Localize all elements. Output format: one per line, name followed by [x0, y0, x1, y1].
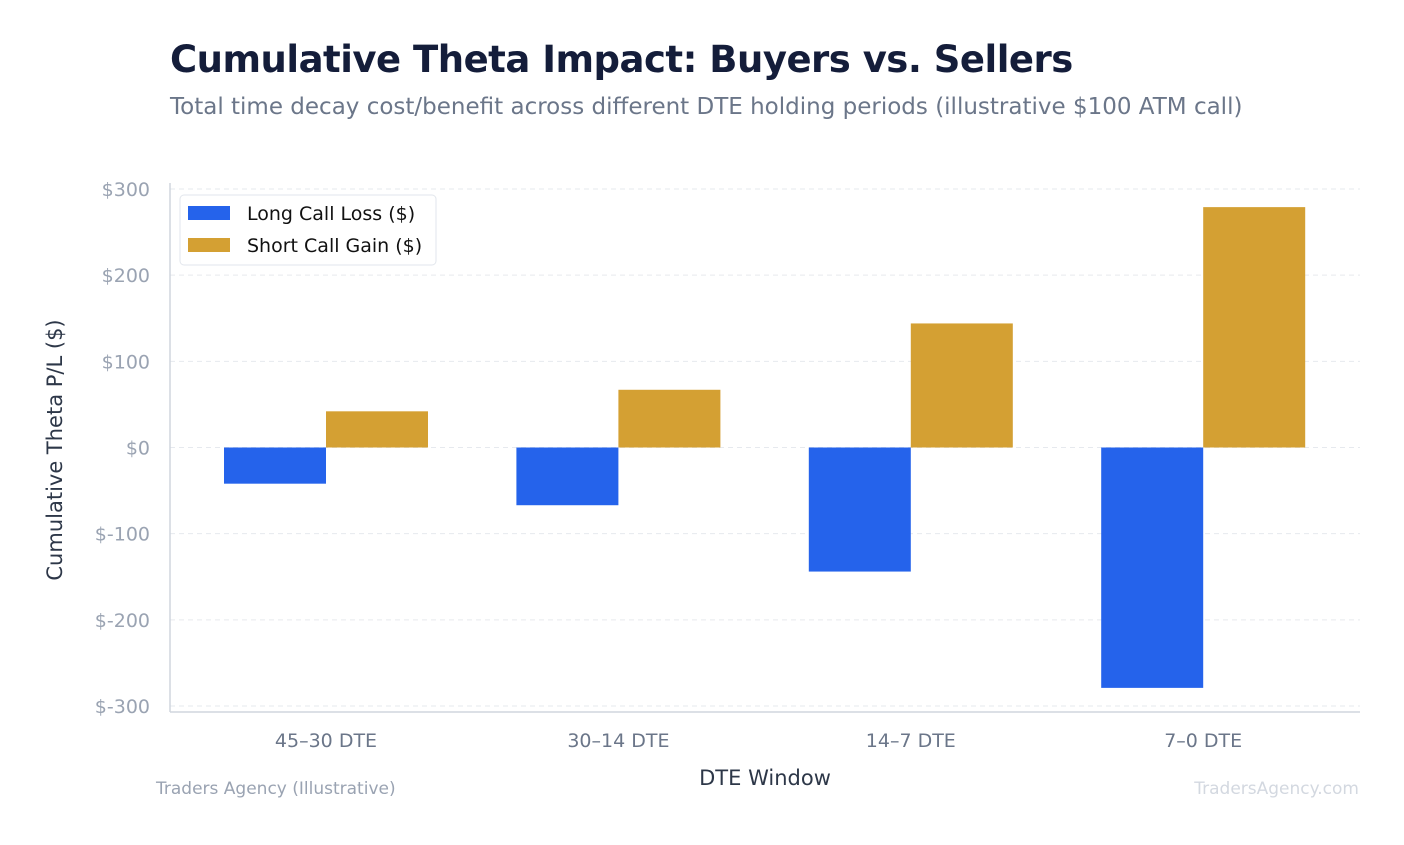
- y-tick-label: $-100: [95, 524, 150, 546]
- footer-source: Traders Agency (Illustrative): [156, 779, 396, 799]
- chart-title: Cumulative Theta Impact: Buyers vs. Sell…: [170, 38, 1073, 81]
- x-tick-label: 30–14 DTE: [567, 730, 669, 752]
- bar-long: [224, 447, 326, 484]
- x-tick-label: 45–30 DTE: [275, 730, 377, 752]
- footer-watermark: TradersAgency.com: [1194, 779, 1359, 799]
- y-tick-label: $200: [102, 265, 150, 287]
- legend-box: [179, 194, 437, 266]
- y-tick-label: $-300: [95, 696, 150, 718]
- x-axis-label: DTE Window: [699, 766, 831, 790]
- x-tick-label: 14–7 DTE: [866, 730, 956, 752]
- chart-subtitle: Total time decay cost/benefit across dif…: [170, 94, 1243, 120]
- y-tick-label: $100: [102, 351, 150, 373]
- legend-label: Short Call Gain ($): [247, 235, 422, 257]
- bar-long: [808, 447, 911, 572]
- bar-short: [618, 389, 721, 448]
- legend-label: Long Call Loss ($): [247, 203, 415, 225]
- bar-short: [1203, 207, 1306, 448]
- legend-swatch: [188, 238, 230, 252]
- bar-short: [326, 411, 428, 448]
- y-tick-label: $300: [102, 179, 150, 201]
- bar-short: [910, 323, 1013, 448]
- y-axis-label: Cumulative Theta P/L ($): [43, 319, 67, 580]
- y-tick-label: $-200: [95, 610, 150, 632]
- bar-long: [1101, 447, 1204, 688]
- legend-swatch: [188, 206, 230, 220]
- x-tick-label: 7–0 DTE: [1164, 730, 1242, 752]
- y-tick-label: $0: [126, 438, 150, 460]
- bar-long: [516, 447, 619, 506]
